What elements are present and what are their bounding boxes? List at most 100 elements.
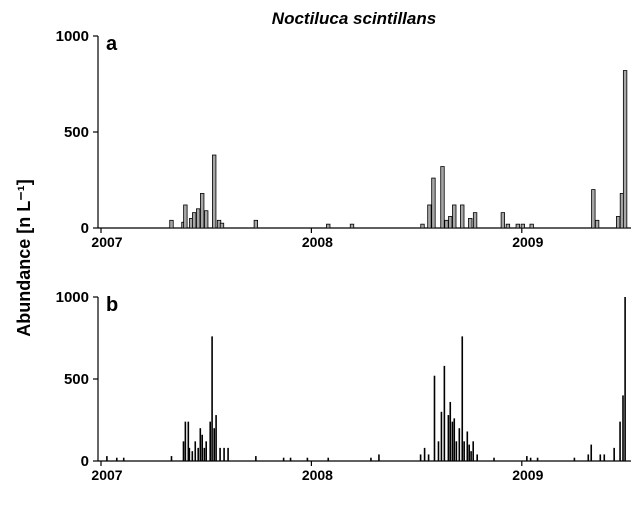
bar xyxy=(449,401,452,461)
bar xyxy=(170,456,173,461)
x-tick-label: 2009 xyxy=(512,467,543,483)
bar xyxy=(460,204,465,229)
bar xyxy=(122,457,125,461)
bar xyxy=(619,421,621,461)
bar xyxy=(440,411,443,461)
chart-title: Noctiluca scintillans xyxy=(272,9,436,28)
bar xyxy=(212,154,217,229)
y-tick-label: 0 xyxy=(81,220,89,237)
bar xyxy=(591,189,596,229)
panel-label: a xyxy=(106,33,118,55)
panel-label: b xyxy=(106,294,118,316)
bar xyxy=(505,223,511,229)
bar xyxy=(227,447,229,461)
bar xyxy=(526,456,528,461)
bar xyxy=(419,454,422,461)
bar xyxy=(624,297,626,461)
bar xyxy=(440,166,445,229)
bar xyxy=(587,454,590,461)
bar xyxy=(520,223,526,229)
bar xyxy=(529,223,534,229)
bar xyxy=(444,219,449,229)
bar xyxy=(191,451,194,461)
bar xyxy=(594,219,600,229)
x-tick-label: 2009 xyxy=(512,234,543,250)
bar xyxy=(616,216,621,229)
bar xyxy=(326,223,331,229)
x-tick-label: 2008 xyxy=(302,467,333,483)
bar xyxy=(199,428,202,461)
bar xyxy=(622,70,628,229)
y-tick-label: 500 xyxy=(64,124,89,141)
bar xyxy=(197,447,200,461)
bar xyxy=(213,428,215,461)
bar xyxy=(493,457,495,461)
bar xyxy=(200,193,205,229)
bar xyxy=(182,441,185,461)
bar xyxy=(209,421,211,461)
bar xyxy=(204,210,209,229)
bar xyxy=(603,454,606,461)
y-axis-label: Abundance [n L⁻¹] xyxy=(14,179,34,336)
bar xyxy=(184,421,187,461)
bar xyxy=(106,456,108,461)
bar xyxy=(255,456,257,461)
bar xyxy=(437,441,440,461)
y-tick-label: 0 xyxy=(81,453,89,470)
bar xyxy=(431,177,436,229)
bar xyxy=(443,365,446,461)
bar xyxy=(201,434,204,461)
bar xyxy=(194,441,197,461)
bar xyxy=(468,444,470,461)
y-tick-label: 1000 xyxy=(56,289,89,306)
bar xyxy=(115,457,118,461)
bar xyxy=(169,219,174,229)
bar xyxy=(187,421,190,461)
bar xyxy=(573,457,576,461)
bar xyxy=(455,441,458,461)
x-tick-label: 2008 xyxy=(302,234,333,250)
bar xyxy=(349,223,355,229)
bar xyxy=(427,204,432,229)
bar xyxy=(282,457,285,461)
bar xyxy=(188,447,191,461)
bar xyxy=(203,447,206,461)
bar xyxy=(370,457,372,461)
bar xyxy=(515,223,520,229)
bar xyxy=(196,208,201,229)
bar xyxy=(289,457,292,461)
bar xyxy=(472,212,478,229)
bar xyxy=(219,447,221,461)
x-tick-label: 2007 xyxy=(91,467,122,483)
bar xyxy=(529,457,532,461)
bar xyxy=(472,441,474,461)
bar xyxy=(452,204,457,229)
bar xyxy=(463,441,465,461)
bar xyxy=(215,415,217,461)
bar xyxy=(468,217,473,229)
bar xyxy=(420,223,425,229)
bar xyxy=(500,212,506,229)
bar xyxy=(461,336,464,461)
bar xyxy=(447,415,450,461)
bar xyxy=(219,222,225,229)
bar xyxy=(253,219,259,229)
bar xyxy=(458,428,461,461)
bar xyxy=(476,454,478,461)
bar xyxy=(599,454,602,461)
x-tick-label: 2007 xyxy=(91,234,122,250)
bar xyxy=(613,447,615,461)
bar xyxy=(453,418,456,461)
bar xyxy=(590,444,593,461)
bar xyxy=(327,457,330,461)
bar xyxy=(211,336,213,461)
bar xyxy=(451,421,454,461)
bar xyxy=(622,395,624,461)
bar xyxy=(306,457,309,461)
bar xyxy=(183,204,188,229)
bar xyxy=(378,454,380,461)
bar xyxy=(448,216,453,229)
bar xyxy=(192,212,197,229)
bar xyxy=(427,454,430,461)
